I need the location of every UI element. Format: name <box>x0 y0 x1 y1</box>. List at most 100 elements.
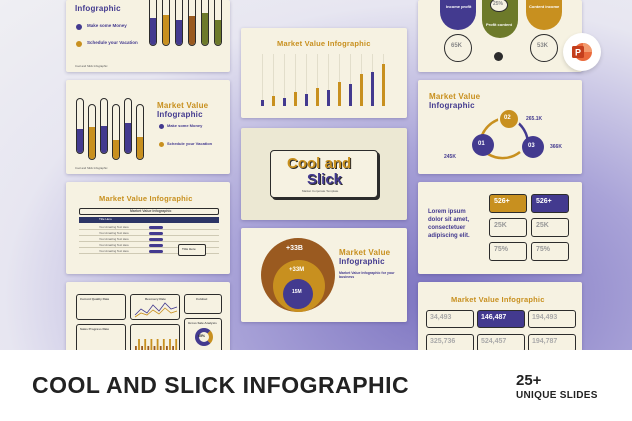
chart-bar <box>169 339 171 350</box>
panel: Sales Progress Rate <box>76 324 126 350</box>
value-circle <box>530 34 558 62</box>
chart-bar <box>382 64 385 106</box>
panel: Current Quality Rate <box>76 294 126 320</box>
slide-stat-cards: Lorem ipsum dolor sit amet, consectetuer ad… <box>418 182 582 274</box>
slide-count: 25+ <box>516 372 542 389</box>
number-card <box>528 310 576 328</box>
line-chart <box>134 302 178 318</box>
slide-title: Market Value <box>429 92 481 101</box>
panel: Gross Sale Analysis 65% <box>184 318 222 350</box>
table-head-row: Title Here <box>79 217 219 223</box>
stat-card <box>489 218 527 237</box>
bar-pill <box>100 98 108 154</box>
chart-bar <box>147 346 150 350</box>
bullet-icon <box>76 41 82 47</box>
bar-pill <box>149 0 157 46</box>
value-circle <box>444 34 472 62</box>
svg-text:P: P <box>575 48 581 58</box>
bubble-income: Income profit <box>440 0 476 30</box>
chart-bar <box>261 100 264 106</box>
slide-table: Market Value Infographic Market Value In… <box>66 182 230 274</box>
slide-number-cards: Market Value Infographic 34,493 146,487 … <box>418 282 582 350</box>
slide-title: Market Value <box>157 101 209 110</box>
bubble-content: Content income <box>526 0 562 30</box>
chart-bar <box>175 339 178 350</box>
stat-card <box>531 242 569 261</box>
preview-stage: Infographic Make some Money Schedule you… <box>0 0 632 350</box>
slide-cycle: Market Value Infographic 01 02 03 265.1K… <box>418 80 582 174</box>
mini-bar-chart <box>135 339 178 350</box>
item-label: Make some Money <box>87 23 127 28</box>
slide-circles: +33B +33M 15M Market Value Infographic M… <box>241 228 407 322</box>
chart-bar <box>150 339 153 350</box>
powerpoint-badge: P <box>563 33 601 71</box>
table-row: Your Amazing Text Here <box>79 237 219 242</box>
stat-card <box>531 194 569 213</box>
number-card <box>477 334 525 350</box>
number-card <box>426 310 474 328</box>
table-tag: Title Here <box>178 244 206 256</box>
slide-subtitle: Infographic <box>339 257 385 266</box>
slide-title: Market Value Infographic <box>451 295 545 304</box>
center-dot-icon <box>494 52 503 61</box>
title-frame <box>270 150 378 198</box>
table-row: Your Amazing Text Here <box>79 231 219 236</box>
item-label: Schedule your Vacation <box>87 40 138 45</box>
bar-pill <box>136 104 144 160</box>
cover-title-line1: Cool and <box>287 155 352 172</box>
chart-bar <box>272 96 275 106</box>
slide-subtitle: Infographic <box>157 110 203 119</box>
table-row: Your Amazing Text Here <box>79 249 219 254</box>
slide-market-bars: Market Value Infographic <box>241 28 407 118</box>
bar-pill <box>214 0 222 46</box>
bar-pill <box>124 98 132 154</box>
panel: Recovery Rate <box>130 294 180 320</box>
chart-bar <box>371 72 374 106</box>
lorem-text: Lorem ipsum dolor sit amet, consectetuer ad… <box>428 209 470 239</box>
bullet-icon <box>76 24 82 30</box>
donut-chart <box>195 328 213 346</box>
chart-bar <box>349 84 352 106</box>
panel <box>130 324 180 350</box>
value-circle <box>490 0 508 12</box>
table-header: Market Value Infographic <box>79 208 219 215</box>
chart-bar <box>153 346 156 350</box>
slide-count-label: UNIQUE SLIDES <box>516 390 598 401</box>
chart-bar <box>327 90 330 106</box>
chart-bar <box>135 346 137 350</box>
chart-bar <box>138 339 140 350</box>
chart-bar <box>338 82 341 106</box>
slide-infographic-pills: Infographic Make some Money Schedule you… <box>66 0 230 72</box>
slide-title: Market Value Infographic <box>99 194 193 203</box>
cycle-diagram <box>478 116 530 160</box>
slide-title: Market Value <box>339 248 391 257</box>
stat-card <box>489 242 527 261</box>
slide-title: Infographic <box>75 4 121 13</box>
bullet-icon <box>159 142 164 147</box>
cover-title-line2: Slick <box>307 171 343 188</box>
chart-bar <box>144 339 147 350</box>
panel: Coldout <box>184 294 222 314</box>
bar-pill <box>88 104 96 160</box>
bar-pill <box>112 104 120 160</box>
bar-pill <box>201 0 209 46</box>
step-circle-3 <box>522 136 544 158</box>
step-circle-1 <box>472 134 494 156</box>
product-title: COOL AND SLICK INFOGRAPHIC <box>32 372 410 398</box>
bar-pill <box>76 98 84 154</box>
market-bar-chart <box>261 54 385 106</box>
slide-footer: Cool and Slick Infographic <box>75 64 108 68</box>
step-circle-2 <box>498 108 520 130</box>
chart-bar <box>305 94 308 106</box>
number-card <box>426 334 474 350</box>
number-card <box>477 310 525 328</box>
chart-bar <box>162 339 165 350</box>
slide-profit-bubbles: Income profit Profit content Content inc… <box>418 0 582 72</box>
chart-bar <box>156 339 159 350</box>
chart-bar <box>141 346 143 350</box>
stat-card <box>489 194 527 213</box>
slide-subtitle: Infographic <box>429 101 475 110</box>
chart-bar <box>316 88 319 106</box>
chart-bar <box>166 346 168 350</box>
chart-bar <box>294 92 297 106</box>
